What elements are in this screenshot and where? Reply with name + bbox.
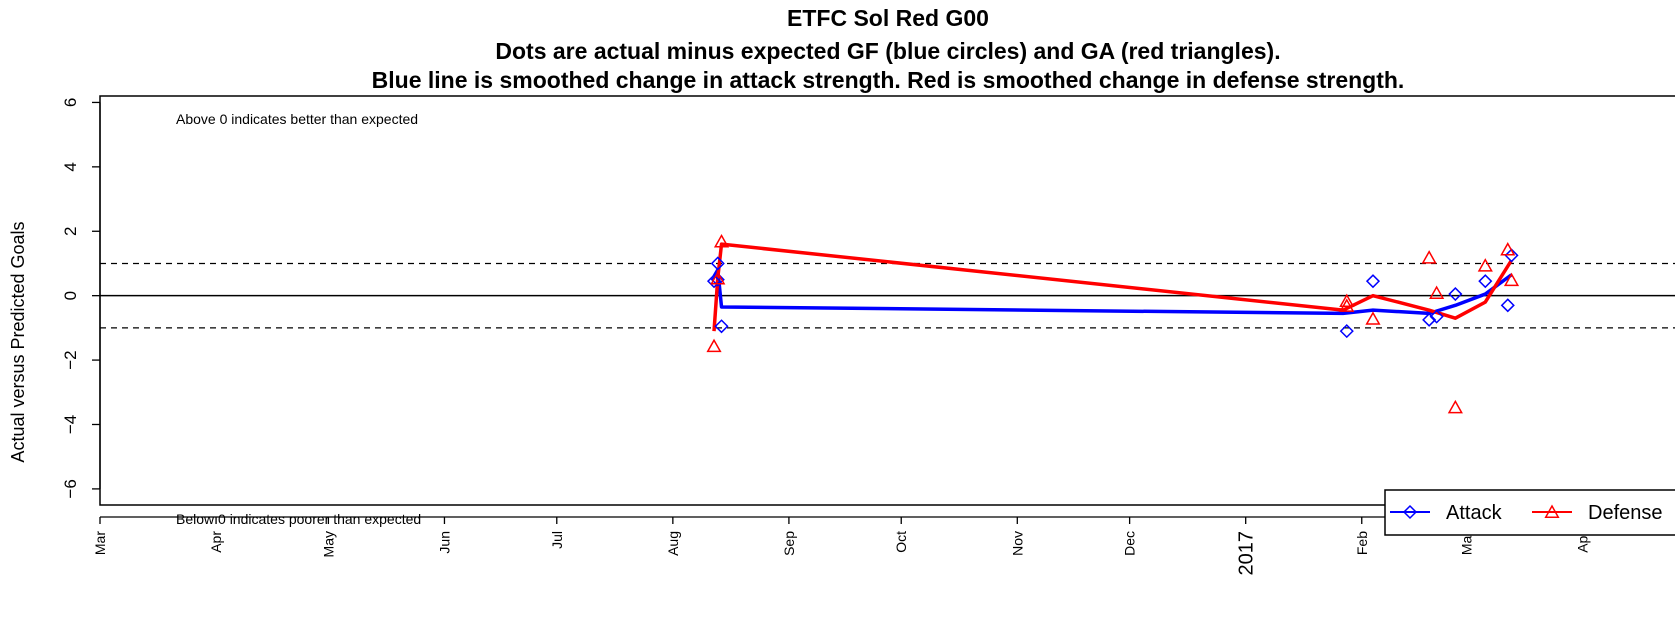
legend-entry-defense [1532, 504, 1572, 518]
attack-point [1422, 312, 1437, 327]
attack-point [1478, 274, 1493, 289]
attack-point [1429, 309, 1444, 324]
defense-point [1429, 285, 1445, 300]
legend: Attack Defense [1384, 489, 1675, 536]
x-tick-label: Mar [92, 531, 108, 555]
annotation-below: Below 0 indicates poorer than expected [176, 511, 421, 527]
defense-point [1544, 504, 1560, 518]
plot-area: Above 0 indicates better than expected B… [99, 95, 1675, 527]
x-tick-label: Jun [436, 531, 452, 554]
legend-entry-attack [1390, 504, 1430, 520]
defense-point [713, 234, 730, 248]
attack-point [710, 272, 725, 287]
defense-point [1421, 250, 1437, 264]
x-tick-label: 2017 [1236, 531, 1258, 576]
series-lines [712, 242, 1513, 332]
attack-point [706, 274, 722, 289]
x-tick-label: Sep [781, 531, 797, 556]
y-tick-label: −6 [61, 479, 80, 498]
defense-point [1339, 298, 1355, 312]
attack-point [1504, 248, 1519, 263]
attack-point [710, 256, 725, 271]
annotation-above: Above 0 indicates better than expected [176, 111, 418, 127]
series-points [706, 234, 1520, 414]
y-tick-label: 4 [61, 162, 80, 171]
defense-point [1339, 293, 1355, 308]
x-tick-label: Dec [1122, 531, 1138, 556]
chart-subtitle-2: Blue line is smoothed change in attack s… [372, 67, 1405, 93]
x-tick-label: Mar [1459, 531, 1475, 555]
x-tick-label: Jul [549, 531, 565, 549]
y-axis: −6 −4 −2 0 2 4 6 [61, 98, 101, 499]
defense-point [706, 338, 722, 353]
y-tick-label: 2 [61, 227, 80, 236]
defense-point [1503, 272, 1520, 287]
attack-smoothed-line [712, 268, 1513, 316]
y-tick-label: 6 [61, 98, 80, 107]
x-axis: Mar Apr May Jun Jul Aug Sep Oct Nov Dec 2017 Feb Mar… [92, 516, 1591, 576]
defense-point [710, 271, 726, 285]
defense-point [1365, 311, 1381, 325]
y-tick-label: −2 [61, 350, 80, 369]
reference-lines [100, 262, 1675, 329]
plot-frame [99, 95, 1675, 506]
defense-point [1447, 399, 1463, 414]
attack-point [1365, 274, 1381, 289]
chart-title-group: ETFC Sol Red G00 Dots are actual minus e… [372, 5, 1405, 93]
attack-point [1448, 286, 1463, 302]
defense-smoothed-line [712, 242, 1513, 332]
y-tick-label: −4 [61, 415, 80, 434]
x-tick-label: Oct [893, 531, 909, 553]
defense-point [1500, 242, 1516, 256]
legend-box [1384, 489, 1675, 536]
x-tick-label: Apr [1575, 531, 1591, 553]
defense-point [1477, 258, 1493, 272]
attack-point [1500, 298, 1515, 313]
attack-point [1402, 504, 1418, 520]
y-tick-label: 0 [61, 291, 80, 300]
chart-title: ETFC Sol Red G00 [787, 5, 989, 31]
legend-label-attack: Attack [1446, 502, 1503, 524]
attack-point [1339, 324, 1354, 339]
x-tick-label: Nov [1009, 531, 1025, 556]
x-tick-label: Apr [208, 531, 224, 553]
x-tick-label: Aug [665, 531, 681, 556]
x-tick-label: Feb [1354, 531, 1370, 555]
legend-label-defense: Defense [1588, 502, 1663, 524]
attack-point [714, 319, 729, 334]
y-axis-label: Actual versus Predicted Goals [8, 221, 28, 462]
x-tick-label: May [320, 531, 336, 557]
chart-subtitle-1: Dots are actual minus expected GF (blue … [495, 38, 1280, 64]
